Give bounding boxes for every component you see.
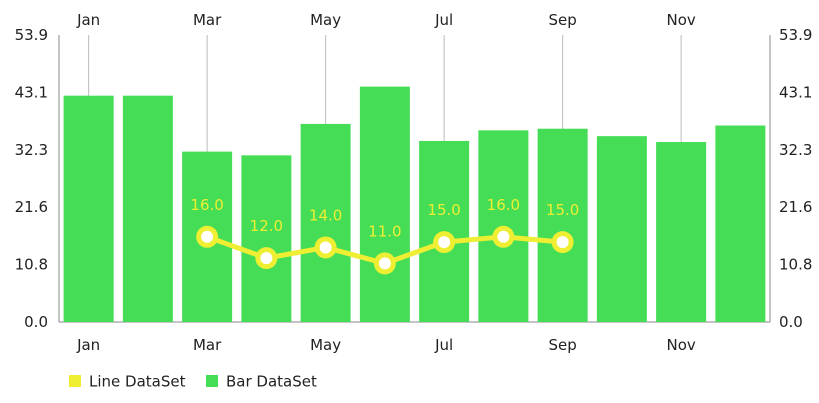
x-tick-top-nov: Nov bbox=[666, 11, 695, 29]
bar-oct bbox=[596, 136, 647, 322]
y-tick-left-1: 10.8 bbox=[15, 255, 48, 273]
line-point-hole-aug bbox=[497, 230, 510, 243]
y-tick-right-3: 32.3 bbox=[779, 141, 812, 159]
y-tick-right-5: 53.9 bbox=[779, 26, 812, 44]
legend-swatch-line-dataset bbox=[69, 375, 81, 387]
x-tick-bottom-jul: Jul bbox=[434, 336, 453, 354]
y-tick-left-5: 53.9 bbox=[15, 26, 48, 44]
line-point-hole-apr bbox=[260, 252, 273, 265]
bar-feb bbox=[122, 95, 173, 323]
bar-jun bbox=[359, 86, 410, 322]
line-point-hole-sep bbox=[556, 236, 569, 249]
y-tick-right-0: 0.0 bbox=[779, 313, 803, 331]
line-label-may: 14.0 bbox=[309, 206, 342, 224]
x-tick-bottom-mar: Mar bbox=[193, 336, 222, 354]
x-tick-top-mar: Mar bbox=[193, 11, 222, 29]
bar-series bbox=[63, 86, 766, 323]
bar-sep bbox=[537, 128, 588, 322]
bar-jan bbox=[63, 95, 114, 323]
line-label-sep: 15.0 bbox=[546, 201, 579, 219]
line-label-mar: 16.0 bbox=[190, 196, 223, 214]
x-tick-top-jan: Jan bbox=[76, 11, 100, 29]
y-tick-left-3: 32.3 bbox=[15, 141, 48, 159]
bar-may bbox=[300, 123, 351, 322]
line-label-apr: 12.0 bbox=[250, 217, 283, 235]
x-tick-bottom-sep: Sep bbox=[548, 336, 576, 354]
x-tick-top-sep: Sep bbox=[548, 11, 576, 29]
x-tick-bottom-jan: Jan bbox=[76, 336, 100, 354]
x-tick-top-jul: Jul bbox=[434, 11, 453, 29]
y-tick-left-0: 0.0 bbox=[24, 313, 48, 331]
line-point-hole-jun bbox=[378, 257, 391, 270]
axes: Jan Jan Mar Mar May May Jul Jul Sep Sep Nov Nov 0.0 0… bbox=[15, 11, 813, 354]
line-point-hole-may bbox=[319, 241, 332, 254]
y-tick-left-2: 21.6 bbox=[15, 198, 48, 216]
line-label-jun: 11.0 bbox=[368, 222, 401, 240]
y-tick-left-4: 43.1 bbox=[15, 84, 48, 102]
legend-label-bar-dataset: Bar DataSet bbox=[226, 373, 317, 391]
legend-label-line-dataset: Line DataSet bbox=[89, 373, 186, 391]
x-tick-bottom-may: May bbox=[310, 336, 341, 354]
line-label-jul: 15.0 bbox=[427, 201, 460, 219]
legend: Line DataSet Bar DataSet bbox=[69, 373, 317, 391]
bar-apr bbox=[241, 155, 292, 322]
line-label-aug: 16.0 bbox=[487, 196, 520, 214]
line-point-hole-mar bbox=[201, 230, 214, 243]
bar-dec bbox=[715, 125, 766, 323]
y-tick-right-1: 10.8 bbox=[779, 255, 812, 273]
labels: 16.0 12.0 14.0 11.0 15.0 16.0 15.0 bbox=[190, 196, 579, 241]
x-tick-top-may: May bbox=[310, 11, 341, 29]
legend-swatch-bar-dataset bbox=[206, 375, 218, 387]
x-tick-bottom-nov: Nov bbox=[666, 336, 695, 354]
y-tick-right-4: 43.1 bbox=[779, 84, 812, 102]
y-tick-right-2: 21.6 bbox=[779, 198, 812, 216]
bar-nov bbox=[656, 142, 707, 322]
line-series bbox=[196, 225, 574, 275]
line-point-hole-jul bbox=[438, 236, 451, 249]
